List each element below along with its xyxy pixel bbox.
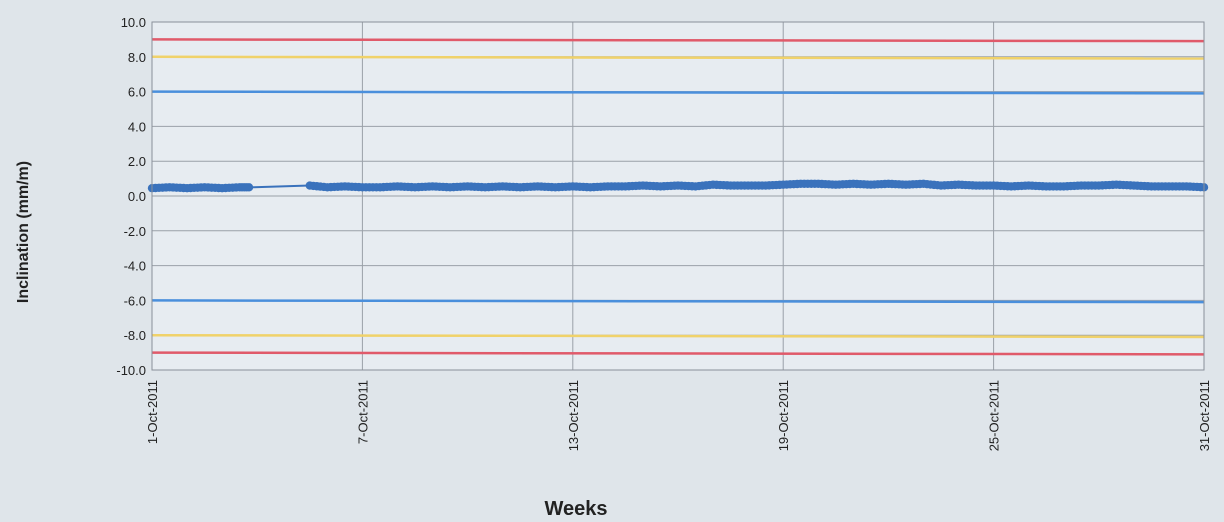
y-axis-title: Inclination (mm/m) xyxy=(15,161,32,303)
threshold-line xyxy=(151,38,1205,43)
x-tick-label: 7-Oct-2011 xyxy=(355,380,370,444)
x-tick-label: 13-Oct-2011 xyxy=(566,380,581,451)
y-tick-labels: 10.0 8.0 6.0 4.0 2.0 0.0 -2.0 -4.0 -6.0 -8.0 -10.0 xyxy=(116,15,146,378)
x-tick-label: 19-Oct-2011 xyxy=(776,380,791,451)
data-point xyxy=(244,183,254,192)
y-tick-label: 2.0 xyxy=(128,154,146,169)
y-tick-label: 4.0 xyxy=(128,119,146,134)
x-axis-title: Weeks xyxy=(544,498,607,520)
threshold-line xyxy=(151,55,1205,60)
threshold-lines xyxy=(151,38,1205,356)
threshold-line xyxy=(151,351,1205,356)
x-tick-labels: 1-Oct-2011 7-Oct-2011 13-Oct-2011 19-Oct-20… xyxy=(145,380,1212,451)
y-tick-label: 10.0 xyxy=(121,15,146,30)
y-tick-label: 0.0 xyxy=(128,189,146,204)
y-tick-label: -4.0 xyxy=(124,259,146,274)
y-tick-label: -10.0 xyxy=(116,363,146,378)
y-tick-label: 6.0 xyxy=(128,85,146,100)
threshold-line xyxy=(151,90,1205,95)
threshold-line xyxy=(151,299,1205,304)
y-tick-label: -6.0 xyxy=(124,293,146,308)
plot-border xyxy=(151,21,1205,371)
y-tick-label: 8.0 xyxy=(128,50,146,65)
x-tick-label: 25-Oct-2011 xyxy=(987,380,1002,451)
data-series xyxy=(147,179,1209,193)
x-tick-label: 31-Oct-2011 xyxy=(1197,380,1212,451)
threshold-line xyxy=(151,333,1205,339)
y-tick-label: -2.0 xyxy=(124,224,146,239)
y-tick-label: -8.0 xyxy=(124,328,146,343)
x-tick-label: 1-Oct-2011 xyxy=(145,380,160,444)
